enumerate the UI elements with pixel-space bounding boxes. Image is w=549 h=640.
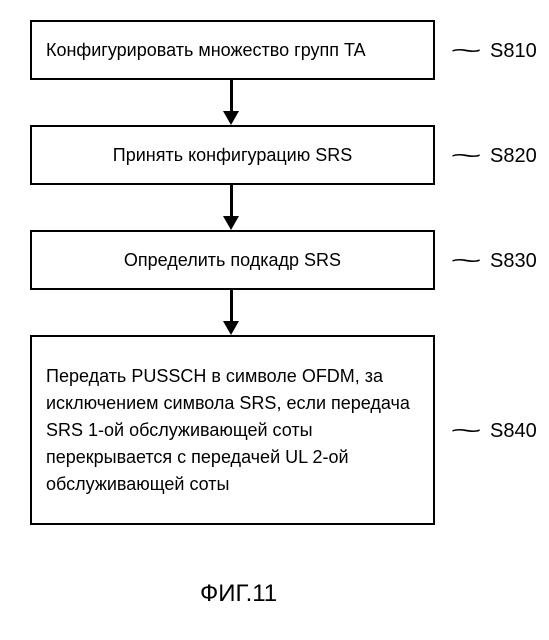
arrow-line-2 (230, 185, 233, 216)
flow-box-3: Определить подкадр SRS (30, 230, 435, 290)
flow-box-2: Принять конфигурацию SRS (30, 125, 435, 185)
flowchart-container: Конфигурировать множество групп TA ~ S81… (0, 0, 549, 640)
figure-caption: ФИГ.11 (200, 580, 277, 608)
flow-box-1-text: Конфигурировать множество групп TA (46, 37, 366, 64)
flow-box-4: Передать PUSSCH в символе OFDM, за исклю… (30, 335, 435, 525)
arrow-line-1 (230, 80, 233, 111)
arrow-head-1 (223, 111, 239, 125)
connector-tilde-4: ~ (450, 418, 482, 444)
connector-tilde-1: ~ (450, 38, 482, 64)
connector-tilde-3: ~ (450, 248, 482, 274)
flow-box-3-text: Определить подкадр SRS (124, 247, 341, 274)
flow-label-3: S830 (490, 250, 537, 273)
arrow-line-3 (230, 290, 233, 321)
flow-label-4: S840 (490, 420, 537, 443)
connector-tilde-2: ~ (450, 143, 482, 169)
flow-box-2-text: Принять конфигурацию SRS (113, 142, 352, 169)
flow-label-2: S820 (490, 145, 537, 168)
flow-box-1: Конфигурировать множество групп TA (30, 20, 435, 80)
flow-box-4-text: Передать PUSSCH в символе OFDM, за исклю… (46, 363, 419, 498)
arrow-head-2 (223, 216, 239, 230)
flow-label-1: S810 (490, 40, 537, 63)
arrow-head-3 (223, 321, 239, 335)
